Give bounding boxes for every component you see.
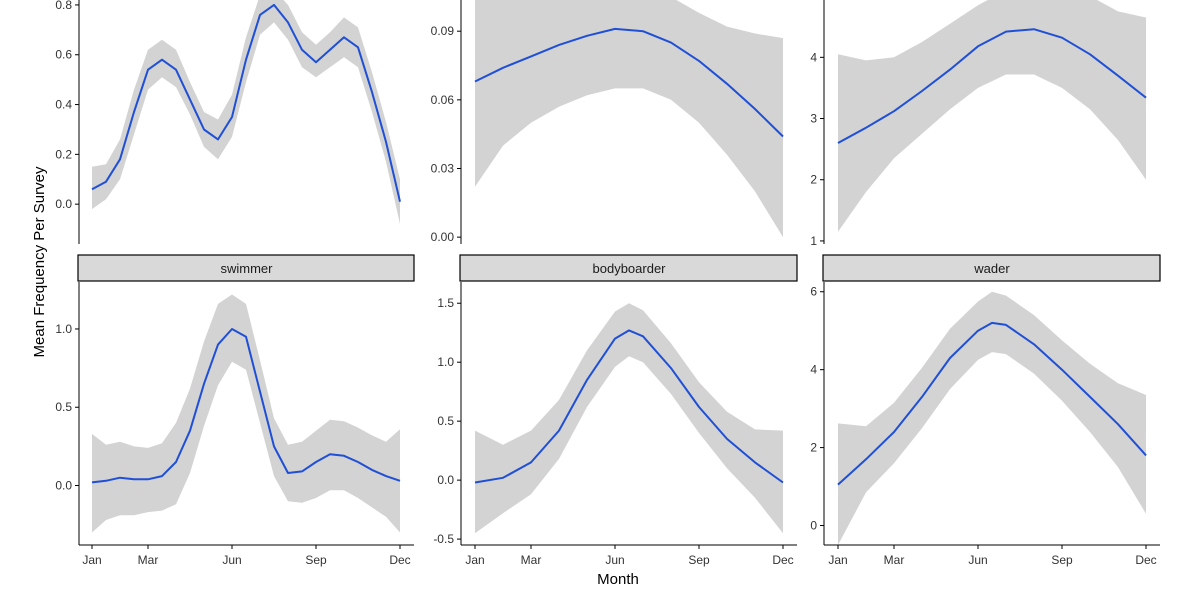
confidence-ribbon xyxy=(475,0,783,238)
y-tick-label: 0.4 xyxy=(55,98,72,112)
x-tick-label: Mar xyxy=(884,553,905,567)
y-tick-label: 0.5 xyxy=(55,400,72,414)
y-tick-label: 0.00 xyxy=(431,230,455,244)
y-tick-label: 4 xyxy=(810,363,817,377)
y-tick-label: 0.0 xyxy=(437,473,454,487)
y-tick-label: 5 xyxy=(810,0,817,3)
y-tick-label: 3 xyxy=(810,112,817,126)
x-tick-label: Sep xyxy=(688,553,710,567)
trend-line xyxy=(474,329,784,484)
strip-label: swimmer xyxy=(221,261,274,276)
x-tick-label: Dec xyxy=(772,553,793,567)
panel-3: 1 2 3 4 5 xyxy=(810,0,1147,248)
confidence-ribbon xyxy=(92,0,400,225)
panel-5: bodyboarder -0.5 0.0 0.5 1.0 1.5 Jan Mar Jun Sep D… xyxy=(433,254,798,567)
panel-6: wader 0 2 4 6 Jan Mar Jun Sep Dec xyxy=(810,254,1161,567)
x-tick-label: Dec xyxy=(389,553,410,567)
trend-line xyxy=(91,328,401,484)
y-tick-label: 0.09 xyxy=(431,24,455,38)
x-tick-label: Jun xyxy=(222,553,241,567)
panel-1: 0.0 0.2 0.4 0.6 0.8 xyxy=(55,0,401,244)
x-tick-label: Jan xyxy=(465,553,484,567)
x-tick-label: Mar xyxy=(138,553,159,567)
x-tick-label: Mar xyxy=(521,553,542,567)
x-tick-label: Jun xyxy=(605,553,624,567)
strip-label: bodyboarder xyxy=(593,261,667,276)
y-tick-label: 0.2 xyxy=(55,147,72,161)
confidence-ribbon xyxy=(838,291,1146,545)
y-tick-label: 0.03 xyxy=(431,161,455,175)
y-tick-label: 2 xyxy=(810,173,817,187)
x-tick-label: Jan xyxy=(828,553,847,567)
y-axis-title: Mean Frequency Per Survey xyxy=(31,166,48,357)
trend-line xyxy=(837,28,1147,144)
y-tick-label: 0 xyxy=(810,519,817,533)
panel-2: 0.00 0.03 0.06 0.09 xyxy=(431,0,784,244)
trend-line xyxy=(837,321,1147,486)
trend-line xyxy=(474,27,784,138)
y-tick-label: 1 xyxy=(810,234,817,248)
trend-line xyxy=(91,3,401,202)
y-tick-label: 6 xyxy=(810,285,817,299)
confidence-ribbon xyxy=(838,0,1146,232)
strip-header xyxy=(77,254,415,282)
x-tick-label: Jun xyxy=(968,553,987,567)
y-tick-label: 1.0 xyxy=(437,355,454,369)
x-tick-label: Sep xyxy=(1051,553,1073,567)
strip-header xyxy=(822,254,1161,282)
confidence-ribbon xyxy=(475,303,783,534)
y-tick-label: 0.0 xyxy=(55,479,72,493)
y-tick-label: 0.5 xyxy=(437,414,454,428)
y-tick-label: 0.0 xyxy=(55,197,72,211)
x-tick-label: Jan xyxy=(82,553,101,567)
y-tick-label: 0.8 xyxy=(55,0,72,12)
y-tick-label: -0.5 xyxy=(433,532,454,546)
x-tick-label: Dec xyxy=(1135,553,1156,567)
y-tick-label: 1.0 xyxy=(55,322,72,336)
confidence-ribbon xyxy=(92,294,400,533)
y-tick-label: 0.6 xyxy=(55,48,72,62)
panels-layer: 0.00.20.40.60.80.000.030.060.0912345swim… xyxy=(55,0,1161,567)
y-tick-label: 4 xyxy=(810,50,817,64)
strip-header xyxy=(459,254,798,282)
panel-4: swimmer 0.0 0.5 1.0 Jan Mar Jun Sep Dec xyxy=(55,254,415,567)
y-tick-label: 1.5 xyxy=(437,296,454,310)
y-tick-label: 2 xyxy=(810,441,817,455)
x-axis-title: Month xyxy=(597,571,639,588)
y-tick-label: 0.06 xyxy=(431,93,455,107)
x-tick-label: Sep xyxy=(305,553,327,567)
strip-label: wader xyxy=(973,261,1010,276)
